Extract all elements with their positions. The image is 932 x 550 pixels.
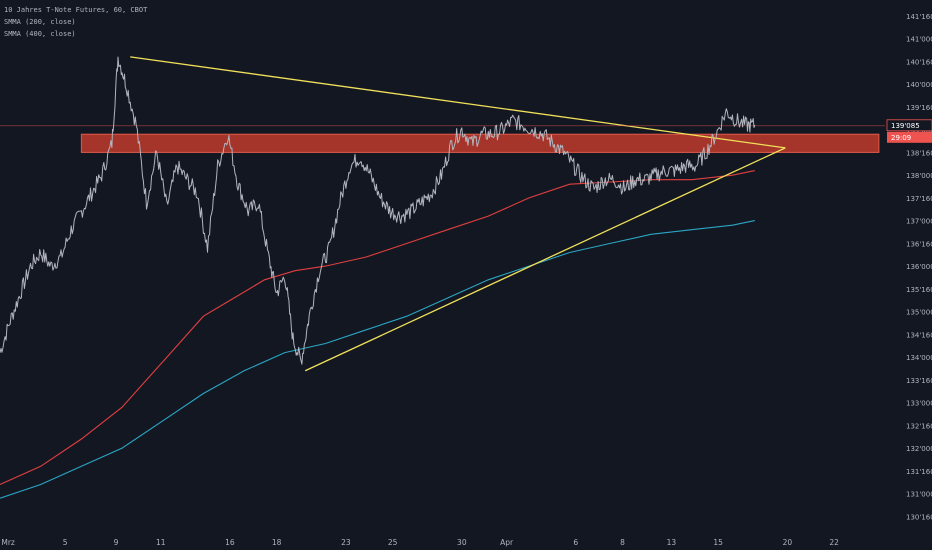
y-tick-label: 137'000	[906, 218, 932, 226]
legend-symbol: 10 Jahres T-Note Futures, 60, CBOT	[4, 6, 148, 14]
y-tick-label: 134'160	[906, 331, 932, 339]
trendlines-layer	[130, 56, 786, 372]
y-tick-label: 140'160	[906, 58, 932, 66]
x-tick-label: 15	[713, 538, 723, 547]
x-tick-label: 23	[341, 538, 351, 547]
countdown-label: 29:09	[891, 134, 911, 142]
trendline-0	[130, 56, 786, 149]
price-line	[0, 56, 756, 365]
countdown-label-box	[887, 131, 932, 143]
x-tick-label: 25	[388, 538, 398, 547]
y-tick-label: 133'000	[906, 400, 932, 408]
x-tick-label: Apr	[500, 538, 514, 547]
y-tick-label: 141'160	[906, 13, 932, 21]
y-tick-label: 137'160	[906, 195, 932, 203]
y-tick-label: 132'160	[906, 422, 932, 430]
x-tick-label: 8	[620, 538, 625, 547]
y-tick-label: 140'000	[906, 81, 932, 89]
y-tick-label: 132'000	[906, 445, 932, 453]
legend-ma400: SMMA (400, close)	[4, 30, 76, 38]
y-tick-label: 135'160	[906, 286, 932, 294]
x-tick-label: 13	[667, 538, 677, 547]
y-tick-label: 138'000	[906, 172, 932, 180]
axis-layer: 130'160 131'000 131'160 132'000 132'160 133'0…	[1, 13, 932, 547]
y-tick-label: 131'160	[906, 468, 932, 476]
x-tick-label: Mrz	[1, 538, 15, 547]
x-tick-label: 9	[114, 538, 119, 547]
x-tick-label: 30	[457, 538, 467, 547]
y-tick-label: 139'160	[906, 104, 932, 112]
x-tick-label: 5	[63, 538, 68, 547]
y-tick-label: 131'000	[906, 491, 932, 499]
current-price-label: 139'085	[891, 122, 920, 130]
y-tick-label: 136'160	[906, 240, 932, 248]
current-price-label-box	[886, 119, 932, 132]
price-layer	[0, 56, 885, 365]
x-tick-label: 16	[225, 538, 235, 547]
trendline-1	[304, 147, 786, 372]
y-tick-label: 141'000	[906, 36, 932, 44]
y-tick-label: 134'000	[906, 354, 932, 362]
x-tick-label: 20	[783, 538, 793, 547]
series-line-ma400	[0, 220, 755, 499]
x-tick-label: 22	[829, 538, 839, 547]
y-tick-label: 136'000	[906, 263, 932, 271]
chart-legend: 10 Jahres T-Note Futures, 60, CBOT SMMA …	[4, 4, 147, 40]
y-tick-label: 130'160	[906, 513, 932, 521]
legend-ma200: SMMA (200, close)	[4, 18, 76, 26]
x-tick-label: 11	[156, 538, 166, 547]
x-tick-label: 6	[573, 538, 578, 547]
series-line-ma200	[0, 170, 755, 486]
y-tick-label: 133'160	[906, 377, 932, 385]
series-layer	[0, 170, 755, 499]
y-tick-label: 138'160	[906, 149, 932, 157]
y-tick-label: 135'000	[906, 309, 932, 317]
x-tick-label: 18	[272, 538, 282, 547]
